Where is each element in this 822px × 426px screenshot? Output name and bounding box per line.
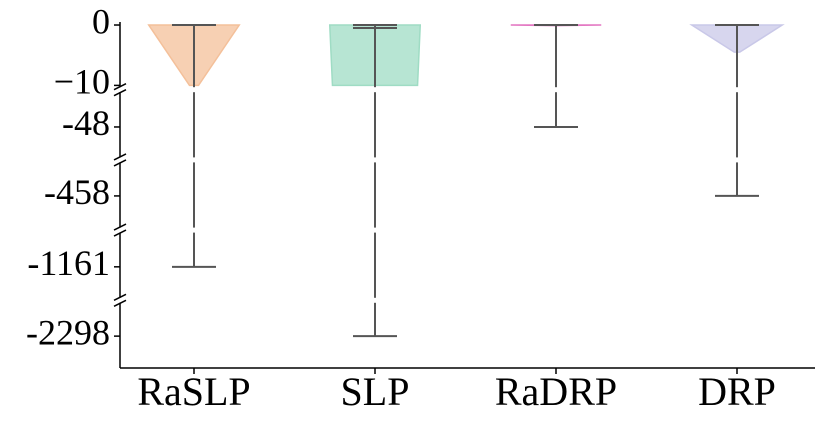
- axis-break: [113, 159, 127, 167]
- y-tick-label: -48: [62, 103, 110, 143]
- y-tick-label: -2298: [26, 312, 110, 352]
- axis-break: [113, 83, 127, 91]
- axis-break: [113, 153, 127, 161]
- axis-break: [113, 89, 127, 97]
- x-tick-label: DRP: [698, 369, 776, 414]
- y-tick-label: −10: [54, 62, 110, 102]
- axis-break: [113, 229, 127, 237]
- y-tick-label: 0: [92, 1, 110, 41]
- x-tick-label: RaSLP: [137, 369, 250, 414]
- x-tick-label: SLP: [341, 369, 410, 414]
- y-tick-label: -1161: [27, 243, 110, 283]
- axis-break: [113, 299, 127, 307]
- axis-break: [113, 293, 127, 301]
- axis-break: [113, 223, 127, 231]
- x-tick-label: RaDRP: [495, 369, 617, 414]
- y-tick-label: -458: [44, 172, 110, 212]
